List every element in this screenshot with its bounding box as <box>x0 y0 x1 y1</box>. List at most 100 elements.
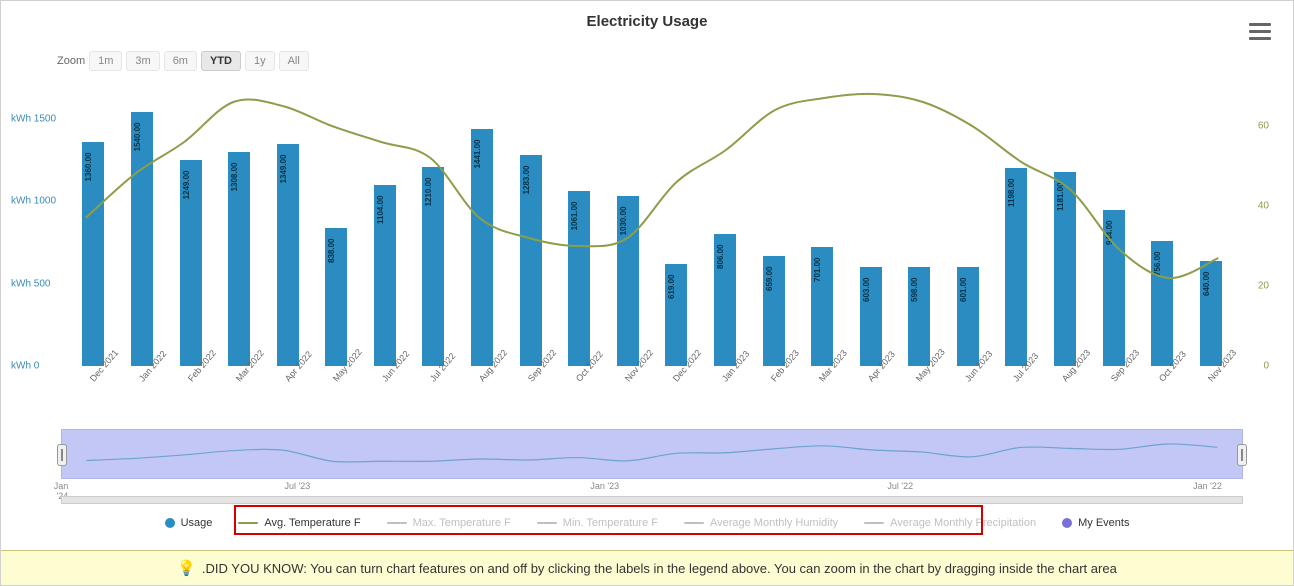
bar-value-label: 806.00 <box>716 245 725 269</box>
x-tick-label: Oct 2023 <box>1138 371 1187 421</box>
bar[interactable]: 944.00 <box>1103 210 1125 366</box>
bar[interactable]: 1349.00 <box>277 144 299 366</box>
x-tick-label: Jan 2022 <box>118 371 167 421</box>
x-tick-label: Dec 2022 <box>652 371 701 421</box>
chart-container: Electricity Usage Zoom 1m3m6mYTD1yAll 0 … <box>0 0 1294 586</box>
bar-wrap: 1349.00 <box>263 86 312 366</box>
navigator-handle-left[interactable] <box>57 444 67 466</box>
navigator-tick: Jul '23 <box>285 481 311 491</box>
bar-value-label: 640.00 <box>1202 271 1211 295</box>
bar-wrap: 598.00 <box>895 86 944 366</box>
plot-area[interactable]: 1360.00 1540.00 1249.00 1308.00 1349.00 838.0… <box>61 86 1243 366</box>
navigator-handle-right[interactable] <box>1237 444 1247 466</box>
bar[interactable]: 838.00 <box>325 228 347 366</box>
bar[interactable]: 756.00 <box>1151 241 1173 366</box>
bar-value-label: 944.00 <box>1105 220 1114 244</box>
y-left-tick: 1000 kWh <box>11 196 59 207</box>
bar[interactable]: 1210.00 <box>422 167 444 366</box>
x-tick-label: Nov 2022 <box>603 371 652 421</box>
bar-wrap: 603.00 <box>846 86 895 366</box>
bar[interactable]: 701.00 <box>811 247 833 366</box>
bar[interactable]: 1181.00 <box>1054 172 1076 366</box>
bar[interactable]: 659.00 <box>763 256 785 366</box>
bar[interactable]: 1360.00 <box>82 142 104 366</box>
x-tick-label: Apr 2022 <box>263 371 312 421</box>
bar-value-label: 1441.00 <box>473 139 482 168</box>
bar-value-label: 1308.00 <box>230 162 239 191</box>
bar-value-label: 1540.00 <box>133 123 142 152</box>
zoom-1y[interactable]: 1y <box>245 51 275 71</box>
zoom-ytd[interactable]: YTD <box>201 51 241 71</box>
x-tick-label: Jul 2022 <box>409 371 458 421</box>
bar-value-label: 619.00 <box>667 274 676 298</box>
y-left-tick: 500 kWh <box>11 278 59 289</box>
bar-wrap: 1198.00 <box>992 86 1041 366</box>
bar-value-label: 1104.00 <box>376 195 385 223</box>
dot-swatch-icon <box>165 518 175 528</box>
bar-wrap: 659.00 <box>749 86 798 366</box>
bar-value-label: 1181.00 <box>1056 182 1065 210</box>
bar-series: 1360.00 1540.00 1249.00 1308.00 1349.00 838.0… <box>61 86 1243 366</box>
bar-wrap: 1360.00 <box>69 86 118 366</box>
y-left-tick: 1500 kWh <box>11 113 59 124</box>
bar[interactable]: 1308.00 <box>228 152 250 366</box>
range-navigator[interactable] <box>61 429 1243 479</box>
bar[interactable]: 1198.00 <box>1005 168 1027 366</box>
bar-value-label: 756.00 <box>1153 251 1162 275</box>
bar-value-label: 1198.00 <box>1007 179 1016 207</box>
hamburger-menu-icon[interactable] <box>1249 23 1271 41</box>
bar-wrap: 1441.00 <box>458 86 507 366</box>
bar[interactable]: 1030.00 <box>617 196 639 366</box>
x-tick-label: May 2023 <box>895 371 944 421</box>
bar-wrap: 1030.00 <box>603 86 652 366</box>
zoom-1m[interactable]: 1m <box>89 51 122 71</box>
bar-wrap: 944.00 <box>1089 86 1138 366</box>
bar-wrap: 1181.00 <box>1041 86 1090 366</box>
bar[interactable]: 1540.00 <box>131 112 153 366</box>
bar[interactable]: 601.00 <box>957 267 979 366</box>
legend-label: My Events <box>1078 517 1129 529</box>
bar-value-label: 603.00 <box>862 278 871 302</box>
bar[interactable]: 603.00 <box>860 267 882 366</box>
navigator-tick: Jan '22 <box>1193 481 1222 491</box>
bar-value-label: 1349.00 <box>279 154 288 183</box>
bar[interactable]: 1283.00 <box>520 155 542 366</box>
x-tick-label: Jun 2023 <box>944 371 993 421</box>
tip-bar: 💡 DID YOU KNOW: You can turn chart featu… <box>1 550 1293 585</box>
zoom-6m[interactable]: 6m <box>164 51 197 71</box>
bar-wrap: 701.00 <box>798 86 847 366</box>
bar-value-label: 659.00 <box>765 266 774 290</box>
bar[interactable]: 598.00 <box>908 267 930 366</box>
x-tick-label: Feb 2023 <box>749 371 798 421</box>
bar[interactable]: 1441.00 <box>471 129 493 366</box>
zoom-all[interactable]: All <box>279 51 309 71</box>
bar-value-label: 598.00 <box>910 278 919 302</box>
bar-wrap: 1283.00 <box>506 86 555 366</box>
legend-item-my-events[interactable]: My Events <box>1062 517 1129 529</box>
bar-wrap: 756.00 <box>1138 86 1187 366</box>
bar-value-label: 1210.00 <box>424 177 433 206</box>
bar[interactable]: 619.00 <box>665 264 687 366</box>
bar-value-label: 1283.00 <box>522 166 531 195</box>
x-tick-label: Sep 2022 <box>506 371 555 421</box>
x-tick-label: Apr 2023 <box>846 371 895 421</box>
bar[interactable]: 1104.00 <box>374 185 396 366</box>
bar-wrap: 1540.00 <box>118 86 167 366</box>
x-tick-label: Aug 2022 <box>458 371 507 421</box>
bar-wrap: 1210.00 <box>409 86 458 366</box>
y-left-tick: 0 kWh <box>11 361 59 372</box>
bar-wrap: 838.00 <box>312 86 361 366</box>
legend-item-usage[interactable]: Usage <box>165 517 213 529</box>
bar[interactable]: 640.00 <box>1200 261 1222 366</box>
bar-value-label: 1360.00 <box>84 153 93 182</box>
bar-value-label: 1249.00 <box>182 171 191 200</box>
x-tick-label: May 2022 <box>312 371 361 421</box>
x-tick-label: Jul 2023 <box>992 371 1041 421</box>
bar[interactable]: 806.00 <box>714 234 736 366</box>
x-tick-label: Mar 2023 <box>798 371 847 421</box>
zoom-3m[interactable]: 3m <box>126 51 159 71</box>
navigator-scrollbar[interactable] <box>61 496 1243 504</box>
bar[interactable]: 1061.00 <box>568 191 590 366</box>
bar[interactable]: 1249.00 <box>180 160 202 366</box>
chart-title: Electricity Usage <box>1 13 1293 30</box>
